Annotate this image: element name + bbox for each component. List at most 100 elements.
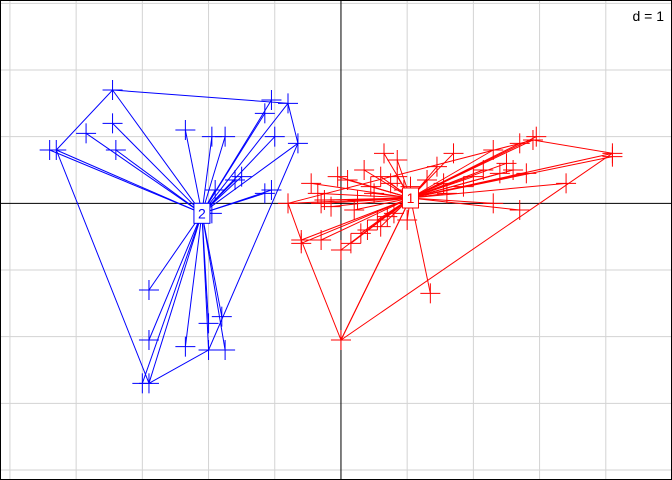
- group-2-point-marker: [102, 80, 123, 100]
- group-2-point-marker: [211, 306, 232, 327]
- group-1-spoke: [410, 139, 534, 199]
- group-2-spoke: [201, 136, 226, 214]
- group-1-point-marker: [516, 163, 537, 184]
- group-1-point-marker: [330, 330, 351, 350]
- group-1-point-marker: [387, 150, 408, 170]
- group-1-point-marker: [433, 173, 454, 194]
- group-2-point-marker: [76, 123, 97, 144]
- group-2-point-marker: [198, 340, 219, 360]
- group-2: 2: [39, 80, 308, 394]
- group-1-point-marker: [311, 230, 332, 250]
- group-2-point-marker: [215, 126, 236, 147]
- group-1-point-marker: [357, 220, 378, 240]
- group-1-spoke: [410, 169, 514, 199]
- group-2-spoke: [148, 213, 203, 384]
- group-1-spoke: [320, 197, 411, 241]
- group-2-spoke: [112, 89, 203, 214]
- group-1-spoke: [410, 197, 520, 211]
- group-1-point-marker: [509, 133, 530, 154]
- group-1-point-marker: [383, 203, 404, 224]
- group-1-point-marker: [417, 170, 438, 190]
- group-2-spoke: [201, 142, 299, 214]
- group-2-point-marker: [138, 330, 159, 350]
- group-2-point-marker: [138, 373, 159, 394]
- group-1-spoke: [410, 197, 494, 204]
- group-2-spoke: [115, 149, 203, 214]
- group-1-point-marker: [340, 233, 361, 254]
- group-2-spoke: [201, 189, 272, 214]
- group-2-spoke: [184, 213, 203, 347]
- group-1: 1: [278, 126, 623, 350]
- group-1-point-marker: [436, 183, 457, 204]
- group-1-point-marker: [602, 143, 623, 164]
- group-1-point-marker: [509, 200, 530, 220]
- group-2-spoke: [201, 136, 213, 214]
- group-1-spoke: [410, 156, 613, 199]
- scale-label: d = 1: [632, 8, 664, 24]
- group-1-point-marker: [327, 166, 348, 187]
- group-1-spoke: [410, 149, 494, 199]
- group-2-point-marker: [205, 180, 226, 200]
- group-1-point-marker: [364, 183, 385, 204]
- groups: 21: [39, 80, 623, 394]
- group-1-point-marker: [526, 126, 547, 147]
- group-2-spoke: [201, 103, 289, 214]
- group-1-point-marker: [397, 210, 418, 230]
- group-1-point-marker: [503, 160, 524, 180]
- group-2-point-marker: [264, 126, 285, 147]
- group-1-centroid-box: [401, 187, 419, 209]
- group-1-point-marker: [473, 160, 494, 180]
- group-2-point-marker: [138, 280, 159, 300]
- group-1-spoke: [340, 197, 411, 341]
- group-2-point-marker: [175, 120, 196, 140]
- group-2-point-marker: [254, 103, 275, 124]
- group-2-point-marker: [105, 140, 126, 160]
- group-2-spoke: [56, 149, 203, 214]
- group-1-spoke: [287, 197, 411, 204]
- group-2-spoke: [141, 213, 203, 384]
- group-1-spoke: [317, 192, 411, 199]
- group-1-point-marker: [354, 160, 375, 180]
- group-1-spoke: [354, 197, 411, 211]
- group-1-point-marker: [443, 143, 464, 164]
- group-1-point-marker: [278, 193, 298, 214]
- group-2-point-marker: [46, 140, 67, 160]
- group-2-spoke: [85, 132, 203, 214]
- group-1-point-marker: [426, 156, 447, 177]
- group-1-spoke: [301, 197, 411, 244]
- group-2-centroid-box: [193, 202, 211, 224]
- group-1-point-marker: [337, 170, 358, 190]
- scale-label-box: [624, 4, 668, 26]
- group-2-spoke: [184, 129, 203, 214]
- group-2-point-marker: [261, 90, 282, 110]
- group-1-point-marker: [522, 130, 543, 150]
- group-1-spoke: [410, 162, 507, 199]
- group-2-spoke: [201, 213, 226, 351]
- group-2-spoke: [148, 213, 203, 291]
- group-1-point-marker: [344, 200, 365, 220]
- group-1-point-marker: [291, 230, 312, 250]
- group-2-spoke: [201, 213, 210, 351]
- group-1-point-marker: [483, 193, 504, 214]
- group-1-spoke: [330, 197, 411, 208]
- group-2-spoke: [201, 99, 272, 214]
- group-1-spoke: [410, 152, 613, 199]
- group-1-point-marker: [347, 190, 368, 210]
- group-1-centroid-label: 1: [407, 190, 415, 206]
- group-1-point-marker: [483, 140, 504, 160]
- group-1-spoke: [410, 182, 567, 199]
- group-2-spoke: [201, 136, 276, 214]
- group-2-centroid-label: 2: [198, 205, 206, 221]
- group-2-point-marker: [231, 166, 252, 187]
- group-1-point-marker: [453, 176, 474, 197]
- group-1-point-marker: [556, 173, 577, 194]
- group-2-point-marker: [175, 336, 196, 357]
- group-1-point-marker: [374, 143, 394, 164]
- group-1-point-marker: [311, 193, 332, 214]
- group-1-spoke: [301, 197, 411, 241]
- group-2-point-marker: [261, 180, 282, 200]
- group-1-spoke: [409, 197, 431, 294]
